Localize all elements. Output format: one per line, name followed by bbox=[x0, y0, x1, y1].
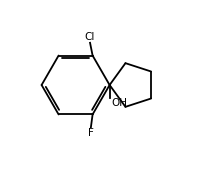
Text: F: F bbox=[88, 128, 94, 138]
Text: Cl: Cl bbox=[85, 32, 95, 42]
Text: OH: OH bbox=[111, 98, 127, 108]
